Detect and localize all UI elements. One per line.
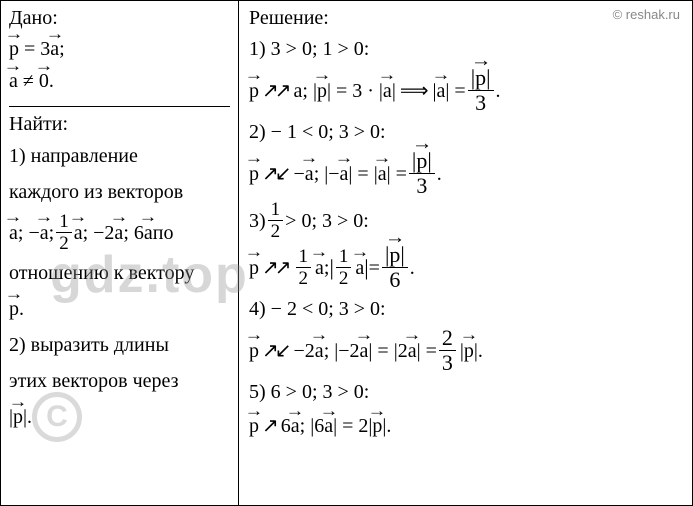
frac: |p|3 — [468, 67, 494, 114]
task1-line5: p. — [9, 293, 230, 325]
vec-a: a — [360, 335, 369, 367]
num: 1 — [268, 200, 284, 221]
find-block: Найти: 1) направление каждого из векторо… — [9, 113, 230, 437]
txt: . — [496, 75, 501, 107]
den: 2 — [268, 221, 284, 241]
r1-cond: 1) 3 > 0; 1 > 0: — [249, 34, 682, 64]
vec-a: a — [355, 252, 364, 284]
r4-ans: p↗↙−2a; |−2a| = |2a| = 23|p|. — [249, 327, 682, 374]
vec-p: p — [249, 75, 259, 107]
vec-a: a — [324, 410, 333, 442]
den: 3 — [413, 174, 430, 197]
find-label: Найти: — [9, 113, 230, 136]
den: 2 — [296, 268, 312, 288]
vec-zero: 0 — [39, 66, 49, 96]
txt: > 0; 3 > 0: — [285, 205, 369, 237]
vec-a: a — [378, 158, 387, 190]
implies-icon: ⟹ — [400, 75, 429, 107]
r4-cond: 4) − 2 < 0; 3 > 0: — [249, 294, 682, 324]
txt: | = 3 · | — [327, 75, 383, 107]
right-column: © reshak.ru Решение: 1) 3 > 0; 1 > 0: p↗… — [239, 1, 692, 505]
num: |p| — [409, 150, 435, 174]
frac: 12 — [336, 247, 352, 288]
vec-p: p — [249, 252, 259, 284]
vec-p: p — [249, 410, 259, 442]
vec-a: a — [40, 217, 49, 249]
txt: = — [369, 252, 380, 284]
vec-a: a — [9, 66, 18, 96]
vec-a: a — [437, 75, 446, 107]
page-container: Дано: p = 3a; a ≠ 0. Найти: 1) направлен… — [0, 0, 693, 506]
r5-ans: p↗ 6a; |6a| = 2|p|. — [249, 410, 682, 442]
r3-cond: 3) 12 > 0; 3 > 0: — [249, 200, 682, 241]
vec-p: p — [475, 67, 486, 89]
vec-a: a — [408, 335, 417, 367]
vec-p: p — [249, 158, 259, 190]
task1-vectors: a; −a; 12a; −2a; 6a по — [9, 212, 230, 253]
vec-a: a — [144, 217, 153, 249]
codir-icon: ↗↗ — [262, 252, 288, 284]
task1-line1: 1) направление — [9, 140, 230, 172]
txt: 3) — [249, 205, 266, 237]
txt: | — [329, 250, 333, 285]
den: 6 — [386, 268, 403, 291]
vec-a: a — [305, 158, 314, 190]
codir-icon: ↗ — [262, 410, 275, 442]
vec-p: p — [416, 150, 427, 172]
den: 3 — [439, 351, 456, 374]
task2-line1: 2) выразить длины — [9, 329, 230, 361]
txt: . — [410, 252, 415, 284]
r5-cond: 5) 6 > 0; 3 > 0: — [249, 377, 682, 407]
vec-a: a — [9, 217, 18, 249]
vec-a: a — [291, 410, 300, 442]
den: 3 — [472, 91, 489, 114]
r2-ans: p↗↙−a; |−a| = |a| = |p|3. — [249, 150, 682, 197]
given-label: Дано: — [9, 7, 230, 30]
vec-a: a — [74, 217, 83, 249]
txt: a — [294, 75, 303, 107]
r2-cond: 2) − 1 < 0; 3 > 0: — [249, 117, 682, 147]
frac: |p|3 — [409, 150, 435, 197]
given-line-2: a ≠ 0. — [9, 66, 230, 96]
vec-a: a — [383, 75, 392, 107]
num: 2 — [439, 327, 456, 351]
vec-p: p — [9, 293, 19, 325]
num: 1 — [336, 247, 352, 268]
vec-p: p — [317, 75, 327, 107]
frac: 12 — [268, 200, 284, 241]
vec-a: a — [315, 252, 324, 284]
task2-line2: этих векторов через — [9, 365, 230, 397]
vec-p: p — [464, 335, 474, 367]
oppdir-icon: ↗↙ — [262, 335, 288, 367]
frac: |p|6 — [382, 244, 408, 291]
txt: . — [27, 406, 32, 428]
task2-line3: |p|. — [9, 401, 230, 433]
frac: 23 — [439, 327, 456, 374]
vec-a: a — [340, 158, 349, 190]
given-block: Дано: p = 3a; a ≠ 0. — [9, 7, 230, 107]
vec-p: p — [389, 244, 400, 266]
task1-line4: отношению к вектору — [9, 257, 230, 289]
num: |p| — [468, 67, 494, 91]
codir-icon: ↗↗ — [262, 75, 288, 107]
den: 2 — [56, 233, 72, 253]
den: 2 — [336, 268, 352, 288]
vec-p: p — [13, 401, 23, 433]
num: |p| — [382, 244, 408, 268]
r3-ans: p↗↗12a; |12a| = |p|6. — [249, 244, 682, 291]
r1-ans: p↗↗a; |p| = 3 · |a| ⟹ |a| = |p|3. — [249, 67, 682, 114]
oppdir-icon: ↗↙ — [262, 158, 288, 190]
vec-p: p — [372, 410, 382, 442]
vec-a: a — [315, 335, 324, 367]
vec-p: p — [249, 335, 259, 367]
txt: | = 2| — [333, 410, 372, 442]
left-column: Дано: p = 3a; a ≠ 0. Найти: 1) направлен… — [1, 1, 239, 505]
watermark-site: © reshak.ru — [613, 7, 680, 22]
txt: . — [437, 158, 442, 190]
vec-a: a — [114, 217, 123, 249]
